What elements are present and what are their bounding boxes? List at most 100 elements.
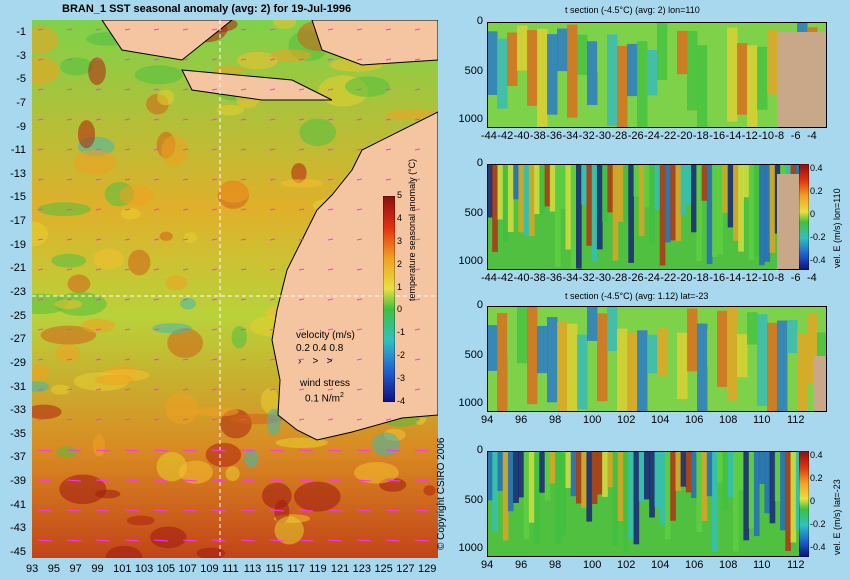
panel-x-tick: -12 — [741, 130, 758, 142]
sst-patch — [32, 221, 48, 247]
panel-x-tick: 112 — [787, 414, 805, 426]
wind-arrow — [298, 358, 305, 361]
sst-map — [32, 20, 438, 558]
map-x-tick: 123 — [352, 563, 372, 575]
wind-arrow — [414, 28, 421, 31]
wind-arrow — [153, 118, 160, 121]
wind-arrow — [37, 238, 44, 241]
wind-arrow — [95, 238, 102, 241]
sst-patch — [126, 515, 155, 526]
panel-x-tick: -28 — [611, 272, 628, 284]
sst-patch — [178, 460, 213, 484]
section-strip — [523, 451, 530, 540]
wind-arrow — [37, 509, 53, 512]
panel-x-tick: -10 — [758, 130, 774, 142]
panel-colorbar — [799, 451, 809, 557]
wind-arrow — [414, 118, 421, 121]
panel-x-tick: 104 — [651, 559, 670, 571]
wind-arrow — [95, 148, 102, 151]
panel-x-tick: 102 — [617, 414, 636, 426]
wind-arrow — [269, 208, 276, 211]
wind-arrow — [211, 208, 218, 211]
wind-arrow — [356, 388, 363, 391]
section-strip — [555, 451, 561, 545]
section-strip — [612, 451, 619, 547]
wind-label: wind stress — [300, 378, 351, 389]
panel-x-tick: -26 — [627, 130, 644, 142]
section-strip — [753, 451, 760, 537]
map-y-tick: -29 — [10, 356, 26, 369]
panel-x-tick: -42 — [497, 272, 514, 284]
section-strip — [567, 323, 578, 412]
wind-arrow — [37, 118, 44, 121]
wind-arrow — [66, 238, 73, 241]
wind-arrow — [327, 148, 334, 151]
panel-x-tick: -22 — [660, 130, 677, 142]
wind-arrow — [211, 238, 218, 241]
wind-arrow — [414, 539, 430, 542]
wind-arrow — [37, 268, 44, 271]
wind-arrow — [211, 88, 218, 91]
map-x-tick: 97 — [69, 563, 82, 575]
section-strip — [659, 164, 666, 266]
wind-arrow — [66, 28, 73, 31]
wind-arrow — [37, 58, 44, 61]
wind-arrow — [356, 268, 363, 271]
wind-arrow — [153, 268, 160, 271]
wind-arrow — [66, 88, 73, 91]
wind-arrow — [298, 148, 305, 151]
section-strip — [722, 451, 729, 511]
wind-arrow — [414, 509, 430, 512]
map-x-tick: 127 — [396, 563, 415, 575]
panel-y-tick: 1000 — [458, 255, 483, 267]
panel-y-tick: 1000 — [458, 113, 483, 125]
wind-arrow — [182, 178, 189, 181]
panel-x-tick: 106 — [685, 559, 704, 571]
map-x-tick: 95 — [47, 563, 61, 575]
map-y-tick: -11 — [10, 144, 26, 157]
map-y-tick: -7 — [16, 96, 26, 109]
section-strip — [597, 313, 608, 402]
panel-y-tick: 500 — [464, 494, 483, 506]
sst-patch — [77, 120, 96, 149]
section-strip — [623, 164, 629, 221]
section-strip — [539, 164, 545, 215]
section-strip — [597, 27, 608, 73]
section-strip — [537, 28, 548, 128]
wind-arrow — [269, 539, 285, 542]
sst-patch — [423, 485, 436, 496]
section-strip — [757, 46, 768, 110]
map-y-tick: -5 — [16, 73, 26, 86]
section-strip — [507, 312, 518, 356]
wind-arrow — [182, 28, 189, 31]
section-strip — [591, 164, 598, 262]
panel-x-tick: 108 — [719, 559, 738, 571]
panel-y-tick: 1000 — [458, 542, 483, 554]
panel-colorbar-tick: 0 — [810, 496, 816, 506]
section-strip — [518, 164, 525, 233]
panel-x-tick: -10 — [758, 272, 774, 284]
section-strip — [737, 43, 748, 115]
wind-arrow — [414, 268, 421, 271]
wind-arrow — [356, 148, 363, 151]
wind-arrow — [298, 479, 314, 482]
section-strip — [557, 322, 568, 412]
panel-x-tick: 110 — [753, 559, 771, 571]
wind-arrow — [269, 28, 276, 31]
wind-arrow — [153, 208, 160, 211]
wind-arrow — [211, 178, 218, 181]
section-strip — [667, 323, 678, 396]
colorbar-tick: 0 — [397, 304, 403, 315]
wind-arrow — [327, 178, 334, 181]
section-strip — [507, 164, 514, 232]
wind-arrow — [414, 449, 430, 452]
section-strip — [691, 451, 697, 498]
wind-arrow — [124, 298, 131, 301]
wind-arrow — [414, 148, 421, 151]
panel-x-tick: -8 — [774, 272, 785, 284]
section-strip — [644, 164, 650, 207]
colorbar-tick: 1 — [397, 281, 403, 292]
wind-arrow — [211, 268, 218, 271]
map-y-tick: -3 — [16, 49, 26, 62]
panel-x-tick: -14 — [725, 130, 742, 142]
